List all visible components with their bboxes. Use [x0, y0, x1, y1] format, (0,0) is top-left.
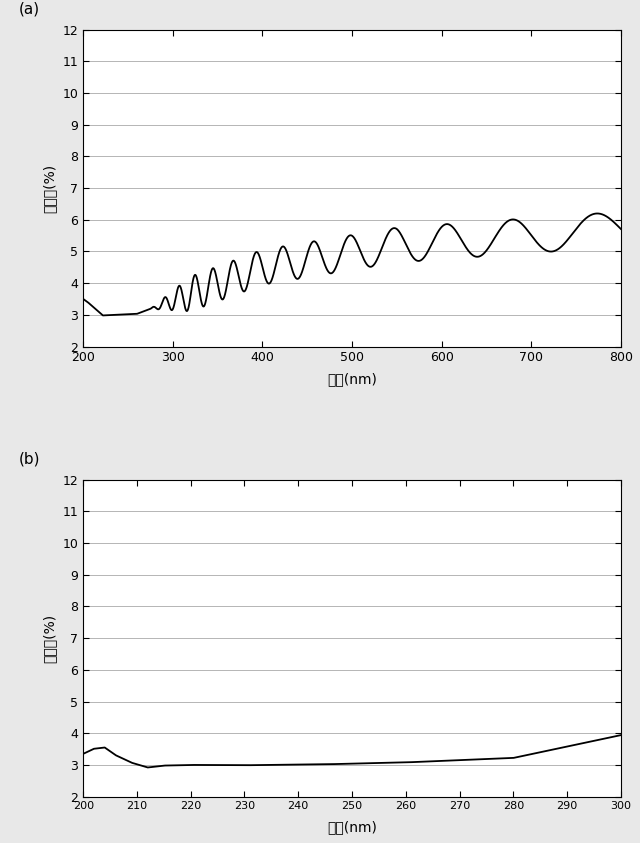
Y-axis label: 反射率(%): 反射率(%) — [43, 164, 57, 212]
Y-axis label: 反射率(%): 反射率(%) — [43, 614, 57, 663]
X-axis label: 波長(nm): 波長(nm) — [327, 373, 377, 387]
X-axis label: 波長(nm): 波長(nm) — [327, 820, 377, 834]
Text: (a): (a) — [19, 2, 40, 17]
Text: (b): (b) — [19, 452, 41, 467]
